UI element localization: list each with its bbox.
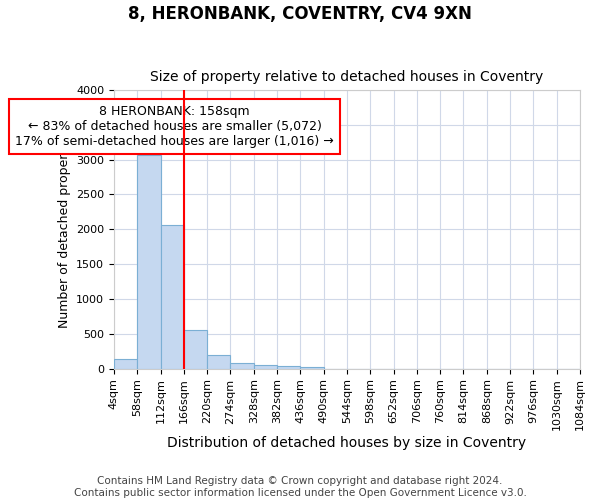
X-axis label: Distribution of detached houses by size in Coventry: Distribution of detached houses by size …: [167, 436, 527, 450]
Bar: [114, 359, 137, 368]
Title: Size of property relative to detached houses in Coventry: Size of property relative to detached ho…: [151, 70, 544, 85]
Bar: [137, 156, 161, 368]
Text: 8 HERONBANK: 158sqm
← 83% of detached houses are smaller (5,072)
17% of semi-det: 8 HERONBANK: 158sqm ← 83% of detached ho…: [15, 105, 334, 148]
Bar: [161, 225, 184, 368]
Bar: [230, 363, 254, 368]
Text: 8, HERONBANK, COVENTRY, CV4 9XN: 8, HERONBANK, COVENTRY, CV4 9XN: [128, 5, 472, 23]
Bar: [301, 366, 323, 368]
Bar: [207, 355, 230, 368]
Text: Contains HM Land Registry data © Crown copyright and database right 2024.
Contai: Contains HM Land Registry data © Crown c…: [74, 476, 526, 498]
Y-axis label: Number of detached properties: Number of detached properties: [58, 131, 71, 328]
Bar: [277, 366, 301, 368]
Bar: [184, 330, 207, 368]
Bar: [254, 365, 277, 368]
